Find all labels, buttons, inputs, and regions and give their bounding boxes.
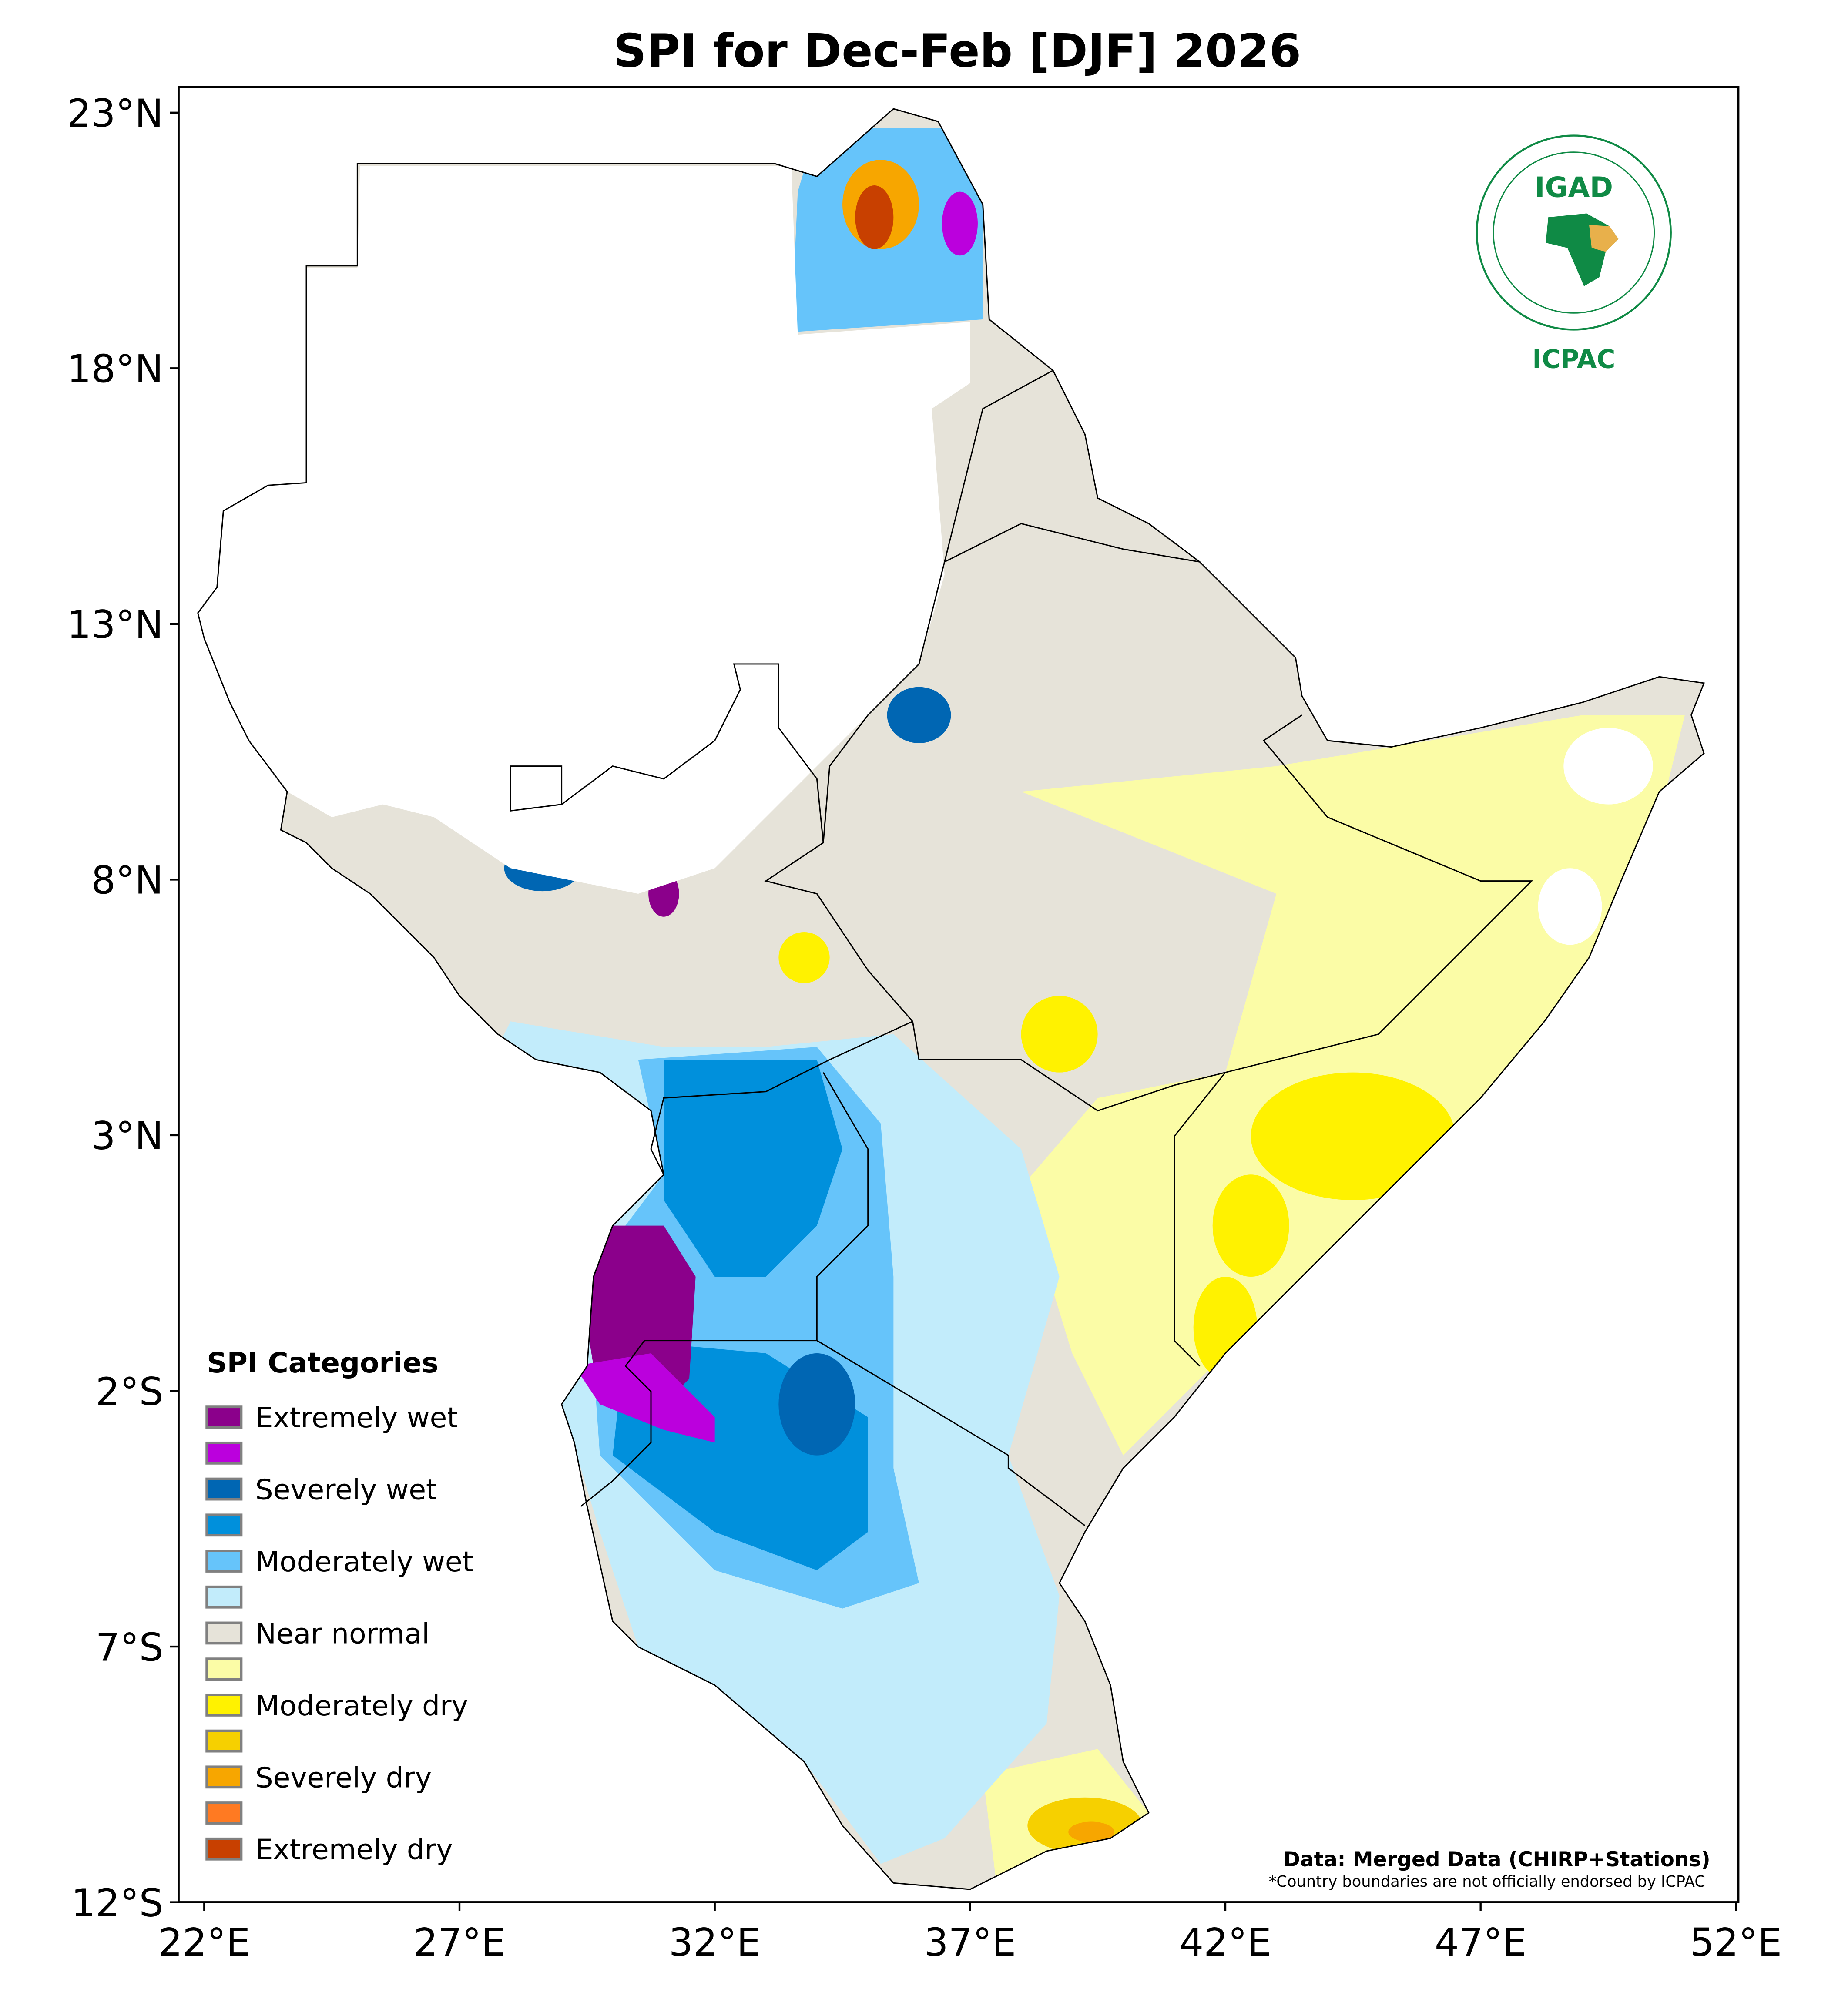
legend-label: Severely dry xyxy=(255,1761,432,1794)
no-data-area xyxy=(1538,868,1602,945)
logo-icpac-text: ICPAC xyxy=(1532,344,1615,374)
legend-swatch xyxy=(205,1550,243,1573)
logo-igad-text: IGAD xyxy=(1535,171,1613,204)
logo-outer-ring xyxy=(1476,134,1672,331)
y-tick-label: 18°N xyxy=(67,347,164,392)
legend-swatch xyxy=(205,1693,243,1717)
legend-swatch xyxy=(205,1621,243,1645)
very-wet-area xyxy=(574,1353,715,1443)
boundary-disclaimer: *Country boundaries are not officially e… xyxy=(1269,1873,1705,1891)
no-data-area xyxy=(198,166,970,894)
map-title: SPI for Dec-Feb [DJF] 2026 xyxy=(614,24,1301,77)
data-source-note: Data: Merged Data (CHIRP+Stations) xyxy=(1283,1848,1711,1872)
y-tick-label: 13°N xyxy=(67,602,164,647)
legend-swatch xyxy=(205,1441,243,1465)
legend-label: Extremely dry xyxy=(255,1834,453,1866)
legend-swatch xyxy=(205,1765,243,1789)
no-data-area xyxy=(1563,728,1653,805)
border-ethiopia xyxy=(764,561,1533,1112)
moderately-dry-area xyxy=(1193,1276,1258,1379)
y-tick-label: 12°S xyxy=(71,1881,164,1925)
legend-label: Extremely wet xyxy=(255,1402,458,1434)
x-tick-label: 22°E xyxy=(158,1920,251,1965)
axis-ticks: 22°E 27°E 32°E 37°E 42°E 47°E 52°E 23°N 18°N 13°N… xyxy=(67,91,1782,1965)
moderately-dry-area xyxy=(1021,996,1098,1073)
very-wet-area xyxy=(942,191,978,256)
legend-swatch xyxy=(205,1837,243,1861)
y-tick-label: 7°S xyxy=(96,1625,164,1670)
legend-swatch xyxy=(205,1513,243,1537)
severely-wet-area xyxy=(778,1353,855,1456)
legend-title: SPI Categories xyxy=(207,1347,438,1379)
severely-wet-area xyxy=(887,687,951,743)
border-uganda-kenya xyxy=(580,1072,869,1507)
y-tick-label: 2°S xyxy=(96,1369,164,1414)
legend-label: Moderately wet xyxy=(255,1546,473,1578)
wet-area xyxy=(664,1060,842,1277)
y-tick-label: 8°N xyxy=(91,858,164,903)
x-tick-label: 47°E xyxy=(1435,1920,1527,1965)
extremely-dry-area xyxy=(855,185,894,249)
border-eritrea xyxy=(943,370,1200,564)
legend-label: Moderately dry xyxy=(255,1690,468,1722)
moderately-dry-area xyxy=(1251,1072,1455,1200)
legend: Extremely wet Severely wet Moderately wet N… xyxy=(205,1402,473,1866)
legend-label: Severely wet xyxy=(255,1474,437,1506)
legend-swatch xyxy=(205,1477,243,1501)
igad-region-icon xyxy=(1589,225,1619,252)
x-tick-label: 37°E xyxy=(924,1920,1016,1965)
border-south-sudan-uganda xyxy=(650,1020,913,1175)
legend-swatch xyxy=(205,1801,243,1825)
moderately-dry-area xyxy=(1212,1174,1289,1277)
y-tick-label: 23°N xyxy=(67,91,164,136)
x-tick-label: 42°E xyxy=(1179,1920,1271,1965)
moderately-dry-area xyxy=(778,932,830,983)
border-kenya-tanzania xyxy=(816,1340,1086,1526)
border-kenya-somalia xyxy=(1174,1072,1226,1367)
x-tick-label: 52°E xyxy=(1690,1920,1782,1965)
legend-swatch xyxy=(205,1585,243,1609)
y-tick-label: 3°N xyxy=(91,1114,164,1158)
x-tick-label: 27°E xyxy=(413,1920,506,1965)
legend-swatch xyxy=(205,1657,243,1681)
logo-inner-ring xyxy=(1493,151,1655,314)
legend-label: Near normal xyxy=(255,1617,430,1650)
severely-dry-area xyxy=(1068,1821,1114,1842)
legend-swatch xyxy=(205,1729,243,1753)
map-frame xyxy=(178,86,1740,1903)
country-borders xyxy=(197,108,1705,1890)
border-sudan-south xyxy=(510,663,824,843)
legend-swatch xyxy=(205,1405,243,1429)
x-tick-label: 32°E xyxy=(669,1920,761,1965)
igad-icpac-logo: IGAD ICPAC xyxy=(1476,134,1672,374)
